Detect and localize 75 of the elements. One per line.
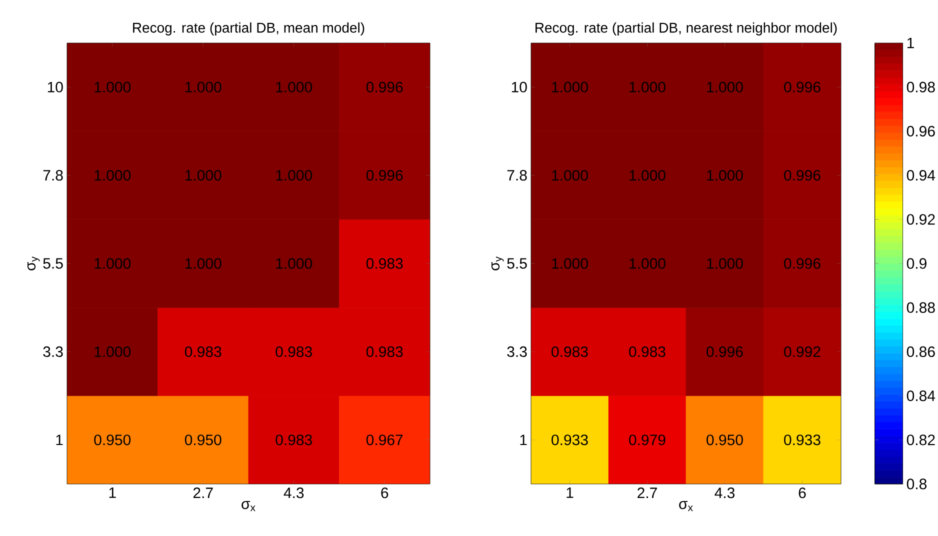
data-label: 1.000 xyxy=(630,82,666,92)
data-label: 1.000 xyxy=(276,170,312,181)
data-label: 1.000 xyxy=(186,258,222,269)
data-label: 0.996 xyxy=(784,170,820,181)
x-axis-title: σ$_{x}$ xyxy=(242,501,256,512)
x-tick-label: 2.7 xyxy=(193,488,213,498)
color-bar-label: 1 xyxy=(907,38,914,48)
data-label: 1.000 xyxy=(94,346,131,358)
data-label: 0.983 xyxy=(184,346,222,358)
x-tick-label: 1 xyxy=(109,488,116,498)
y-tick-label: 3.3 xyxy=(43,346,63,358)
y-tick-label: 7.8 xyxy=(507,170,527,181)
data-label: 0.967 xyxy=(366,434,403,446)
color-bar-label: 0.8 xyxy=(906,478,927,490)
data-label: 0.983 xyxy=(366,346,403,358)
x-tick-label: 4.3 xyxy=(714,488,735,498)
x-tick-label: 6 xyxy=(798,488,806,498)
data-label: 0.996 xyxy=(366,82,403,92)
data-label: 1.000 xyxy=(276,82,312,92)
data-label: 1.000 xyxy=(276,258,312,269)
data-label: 1.000 xyxy=(707,258,743,269)
data-label: 0.996 xyxy=(706,346,743,358)
color-bar-label: 0.82 xyxy=(906,434,935,446)
y-tick-label: 1 xyxy=(56,434,63,446)
data-label: 1.000 xyxy=(94,258,131,269)
color-bar-label: 0.86 xyxy=(906,346,935,358)
x-tick-label: 6 xyxy=(381,488,388,498)
x-tick-label: 1 xyxy=(566,488,574,498)
data-label: 0.983 xyxy=(552,346,588,358)
data-label: 1.000 xyxy=(552,258,588,269)
data-label: 0.983 xyxy=(276,346,312,358)
data-label: 0.996 xyxy=(784,82,820,92)
color-bar-label: 0.98 xyxy=(906,82,935,92)
color-bar-label: 0.92 xyxy=(906,214,935,225)
color-bar-label: 0.96 xyxy=(906,126,935,137)
color-bar-label: 0.84 xyxy=(906,390,936,402)
data-label: 0.992 xyxy=(784,346,820,358)
data-label: 1.000 xyxy=(552,82,588,92)
y-tick-label: 1 xyxy=(520,434,527,446)
data-label: 0.933 xyxy=(552,434,588,446)
color-bar-label: 0.9 xyxy=(906,258,926,269)
x-tick-label: 4.3 xyxy=(284,488,304,498)
data-label: 0.983 xyxy=(629,346,666,358)
data-label: 1.000 xyxy=(186,170,222,181)
data-label: 1.000 xyxy=(186,82,222,92)
data-label: 1.000 xyxy=(552,170,588,181)
chart-title: Recog. rate (partial DB, nearest neighbor model) xyxy=(536,22,837,36)
data-label: 0.996 xyxy=(366,170,403,181)
data-label: 1.000 xyxy=(707,170,743,181)
chart-title: Recog. rate (partial DB, mean model) xyxy=(133,22,364,36)
x-axis-title: σ$_{x}$ xyxy=(679,501,693,512)
data-label: 0.933 xyxy=(784,434,820,446)
data-label: 0.950 xyxy=(94,434,131,446)
data-label: 0.979 xyxy=(629,434,666,446)
data-label: 0.950 xyxy=(184,434,222,446)
y-tick-label: 5.5 xyxy=(507,258,527,269)
data-label: 0.950 xyxy=(706,434,743,446)
data-label: 1.000 xyxy=(707,82,743,92)
data-label: 1.000 xyxy=(94,170,131,181)
y-tick-label: 3.3 xyxy=(507,346,527,358)
data-label: 1.000 xyxy=(94,82,131,92)
y-axis-title: σ$_{y}$ xyxy=(491,256,504,270)
data-label: 0.983 xyxy=(366,258,403,269)
y-tick-label: 10 xyxy=(512,82,527,92)
color-bar-label: 0.88 xyxy=(906,302,935,313)
data-label: 1.000 xyxy=(630,170,666,181)
y-tick-label: 10 xyxy=(48,82,63,92)
data-label: 1.000 xyxy=(630,258,666,269)
x-tick-label: 2.7 xyxy=(638,488,657,498)
data-label: 0.996 xyxy=(784,258,820,269)
data-label: 0.983 xyxy=(276,434,312,446)
y-tick-label: 5.5 xyxy=(43,258,63,269)
y-tick-label: 7.8 xyxy=(43,170,63,181)
color-bar-label: 0.94 xyxy=(906,170,936,181)
y-axis-title: σ$_{y}$ xyxy=(27,256,40,270)
